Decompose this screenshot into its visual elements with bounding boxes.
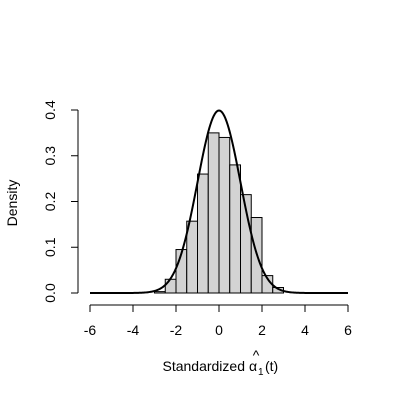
normal-density-curve [90,109,348,294]
histogram-bars [154,132,284,294]
x-tick-label: -4 [127,322,140,338]
x-tick-label: 6 [344,322,352,338]
x-axis-label-suffix: (t) [265,358,278,374]
y-axis-ticks: 0.0 0.1 0.2 0.3 0.4 [42,100,78,303]
histogram-bar [197,173,209,294]
x-axis-label-hat: ^ [253,347,260,363]
histogram-bar [164,278,177,294]
x-axis-ticks: -6 -4 -2 0 2 4 6 [84,305,352,338]
x-tick-label: 4 [301,322,309,338]
y-tick-label: 0.4 [42,100,58,120]
x-tick-label: -2 [170,322,183,338]
histogram-bar [207,132,220,294]
x-axis-label: Standardized ^ α 1 (t) [162,347,278,378]
x-axis-label-symbol: α [249,358,257,374]
histogram-bar [218,136,231,294]
histogram-bar [229,164,241,294]
y-tick-label: 0.3 [42,146,58,166]
y-axis-label: Density [4,180,20,227]
x-tick-label: -6 [84,322,97,338]
x-tick-label: 2 [258,322,266,338]
y-tick-label: 0.0 [42,283,58,303]
x-axis-label-subscript: 1 [258,367,264,378]
histogram-bar [154,291,166,294]
y-tick-label: 0.2 [42,192,58,212]
x-axis-label-prefix: Standardized [162,358,245,374]
histogram-bar [186,220,198,294]
y-tick-label: 0.1 [42,237,58,257]
x-tick-label: 0 [215,322,223,338]
